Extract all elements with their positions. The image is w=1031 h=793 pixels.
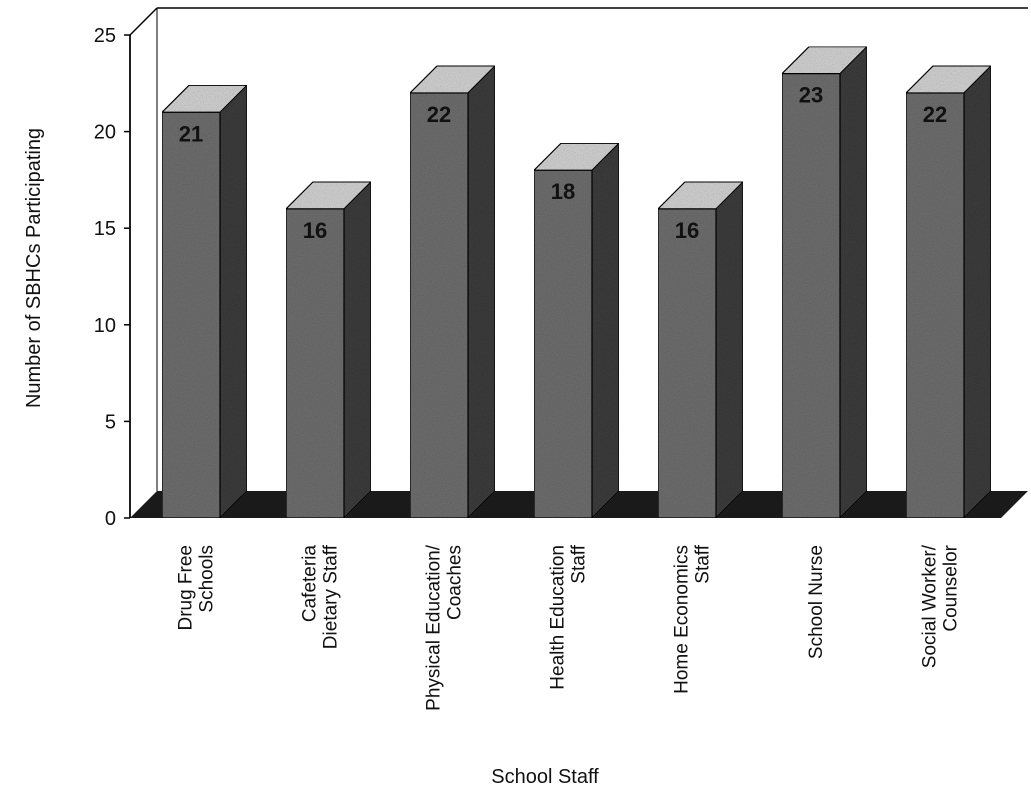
bar-top-face (656, 181, 745, 210)
bar-side-face (219, 83, 248, 520)
bar-top-face (780, 46, 869, 75)
bar-top-face (904, 65, 993, 94)
y-tick-label: 25 (94, 25, 116, 47)
x-tick-label: Drug FreeSchools (176, 545, 218, 631)
x-tick-label: Physical Education/Coaches (424, 544, 466, 711)
x-tick-label-line: Coaches (445, 545, 466, 620)
x-tick-label-line: Counselor (941, 544, 962, 631)
bar (532, 141, 621, 520)
bar-front-face (409, 92, 469, 519)
x-tick-label: Home EconomicsStaff (672, 544, 714, 694)
data-label: 23 (799, 83, 823, 108)
bar-top-face (160, 84, 249, 113)
x-tick-label: CafeteriaDietary Staff (300, 544, 342, 649)
data-label: 21 (179, 121, 203, 146)
bar (408, 64, 497, 520)
bar (656, 180, 745, 520)
bar (284, 180, 373, 520)
bar-side-face (467, 64, 496, 520)
bar-front-face (285, 208, 345, 519)
x-tick-label-line: Social Worker/ (920, 544, 941, 668)
x-tick-label-line: Health Education (548, 545, 569, 690)
bar-top-face (532, 142, 621, 171)
y-tick-label: 10 (94, 315, 116, 337)
bar (160, 83, 249, 520)
y-tick-label: 20 (94, 122, 116, 144)
data-label: 16 (303, 218, 327, 243)
bar-side-face (963, 64, 992, 520)
bar-side-face (839, 45, 868, 520)
bar-side-face (715, 180, 744, 520)
x-axis-title: School Staff (491, 766, 599, 788)
y-tick-label: 15 (94, 218, 116, 240)
bar-top-face (284, 181, 373, 210)
x-tick-label-line: Cafeteria (300, 545, 321, 623)
bar (780, 45, 869, 520)
x-tick-label-line: Physical Education/ (424, 544, 445, 711)
data-labels: 21 16 22 18 16 23 22 (179, 83, 947, 243)
x-tick-label-line: Dietary Staff (321, 544, 342, 649)
bar-side-face (343, 180, 372, 520)
x-tick-label-line: Home Economics (672, 545, 693, 694)
x-tick-label-line: Staff (569, 544, 590, 583)
bar-front-face (657, 208, 717, 519)
y-axis-title: Number of SBHCs Participating (23, 128, 45, 408)
bar-front-face (781, 73, 841, 519)
x-tick-label-line: Staff (693, 544, 714, 583)
bar-front-face (905, 92, 965, 519)
x-tick-label: School Nurse (806, 545, 827, 659)
data-label: 16 (675, 218, 699, 243)
x-tick-label: Social Worker/Counselor (920, 544, 962, 668)
bar (904, 64, 993, 520)
left-wall-edge (129, 7, 158, 518)
x-tick-label-line: Schools (197, 545, 218, 613)
data-label: 22 (427, 102, 451, 127)
bar-top-face (408, 65, 497, 94)
y-axis: 0 5 10 15 20 25 (94, 25, 131, 530)
x-tick-label-line: School Nurse (806, 545, 827, 659)
bars (160, 45, 993, 520)
bar-front-face (533, 169, 593, 519)
bar-side-face (591, 141, 620, 520)
y-tick-label: 0 (105, 508, 116, 530)
x-tick-label: Health EducationStaff (548, 544, 590, 689)
data-label: 18 (551, 179, 575, 204)
category-labels: Drug FreeSchools CafeteriaDietary Staff Ph… (176, 544, 962, 711)
x-tick-label-line: Drug Free (176, 545, 197, 631)
bar-front-face (161, 111, 221, 519)
data-label: 22 (923, 102, 947, 127)
y-tick-label: 5 (105, 411, 116, 433)
